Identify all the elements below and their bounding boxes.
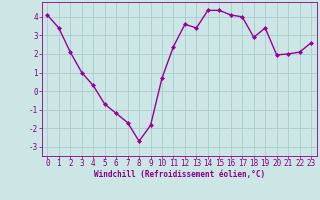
X-axis label: Windchill (Refroidissement éolien,°C): Windchill (Refroidissement éolien,°C)	[94, 170, 265, 179]
